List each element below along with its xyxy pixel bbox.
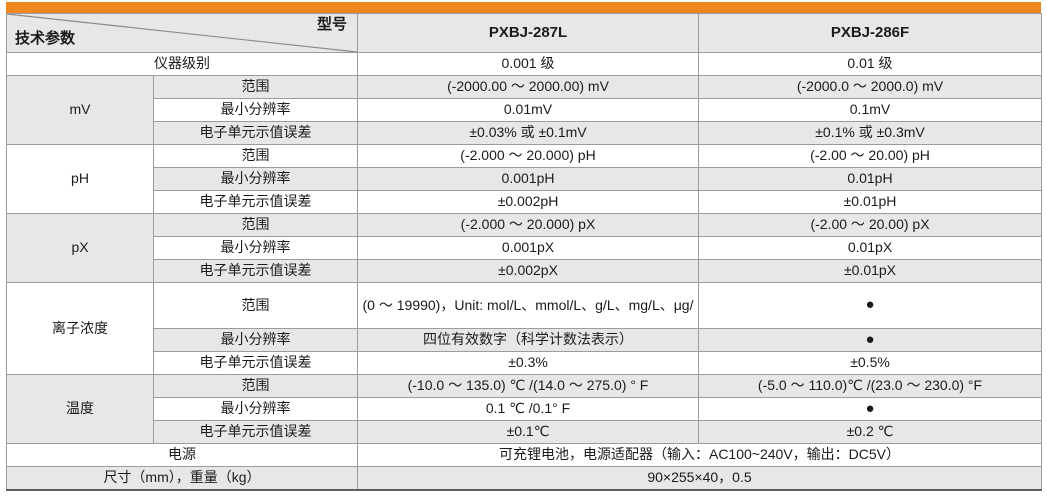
row-label: 范围 <box>153 213 358 237</box>
corner-params-label: 技术参数 <box>15 30 76 48</box>
spec-value: 0.01 级 <box>698 52 1042 76</box>
spec-value: 可充锂电池，电源适配器（输入：AC100~240V，输出：DC5V） <box>357 443 1042 467</box>
row-label: 最小分辨率 <box>153 236 358 260</box>
row-px-range: pX 范围 (-2.000 ～ 20.000) pX (-2.00 ～ 20.0… <box>6 213 1042 283</box>
row-ion-error: 电子单元示值误差 ±0.3% ±0.5% <box>7 351 1042 375</box>
row-size-weight: 尺寸（mm），重量（kg） 90×255×40，0.5 <box>6 466 1042 490</box>
row-ph-range: pH 范围 (-2.000 ～ 20.000) pH (-2.00 ～ 20.0… <box>6 144 1042 214</box>
row-power: 电源 可充锂电池，电源适配器（输入：AC100~240V，输出：DC5V） <box>6 443 1042 467</box>
spec-value: (-2.000 ～ 20.000) pX <box>357 213 699 237</box>
row-label: 电子单元示值误差 <box>153 351 358 375</box>
spec-value: (-10.0 ～ 135.0) ℃ /(14.0 ～ 275.0) ° F <box>357 374 699 398</box>
spec-value: ±0.002pH <box>357 190 699 214</box>
header-row: 型号 技术参数 PXBJ-287L PXBJ-286F <box>6 13 1042 53</box>
spec-value: ±0.2 ℃ <box>698 420 1042 444</box>
row-mv-resolution: 最小分辨率 0.01mV 0.1mV <box>7 98 1042 122</box>
spec-value: (0 ～ 19990)，Unit: mol/L、mmol/L、g/L、mg/L、… <box>357 282 699 329</box>
spec-value: (-2000.00 ～ 2000.00) mV <box>357 75 699 99</box>
spec-value: 0.001pH <box>357 167 699 191</box>
corner-model-label: 型号 <box>316 16 347 33</box>
row-ph-error: 电子单元示值误差 ±0.002pH ±0.01pH <box>7 190 1042 214</box>
row-label: 范围 <box>153 75 358 99</box>
row-temp-error: 电子单元示值误差 ±0.1℃ ±0.2 ℃ <box>7 420 1042 444</box>
row-px-error: 电子单元示值误差 ±0.002pX ±0.01pX <box>7 259 1042 283</box>
row-ion-range: 离子浓度 范围 (0 ～ 19990)，Unit: mol/L、mmol/L、g… <box>6 282 1042 375</box>
spec-sheet: 型号 技术参数 PXBJ-287L PXBJ-286F 仪器级别 0.001 级… <box>6 2 1042 491</box>
supported-dot: ● <box>698 397 1042 421</box>
spec-value: 0.001 级 <box>357 52 699 76</box>
row-label: 范围 <box>153 144 358 168</box>
row-label: 最小分辨率 <box>153 328 358 352</box>
spec-value: (-2000.0 ～ 2000.0) mV <box>698 75 1042 99</box>
spec-value: (-2.000 ～ 20.000) pH <box>357 144 699 168</box>
accent-bar <box>6 2 1041 13</box>
row-ph-resolution: 最小分辨率 0.001pH 0.01pH <box>7 167 1042 191</box>
spec-value: ±0.01pH <box>698 190 1042 214</box>
row-temp-range: 温度 范围 (-10.0 ～ 135.0) ℃ /(14.0 ～ 275.0) … <box>6 374 1042 444</box>
section-label-px: pX <box>6 213 154 283</box>
supported-dot: ● <box>698 328 1042 352</box>
spec-value: ±0.03% 或 ±0.1mV <box>357 121 699 145</box>
row-mv-range: mV 范围 (-2000.00 ～ 2000.00) mV (-2000.0 ～… <box>6 75 1042 145</box>
row-label: 最小分辨率 <box>153 98 358 122</box>
spec-value: ±0.5% <box>698 351 1042 375</box>
row-label: 电子单元示值误差 <box>153 121 358 145</box>
diagonal-divider <box>7 14 357 52</box>
spec-value: ±0.1℃ <box>357 420 699 444</box>
spec-value: 0.01mV <box>357 98 699 122</box>
spec-value: 0.01pH <box>698 167 1042 191</box>
row-label: 电子单元示值误差 <box>153 259 358 283</box>
row-label: 范围 <box>153 282 358 329</box>
spec-value: ±0.1% 或 ±0.3mV <box>698 121 1042 145</box>
section-label-ion: 离子浓度 <box>6 282 154 375</box>
spec-value: 0.1mV <box>698 98 1042 122</box>
spec-table: 型号 技术参数 PXBJ-287L PXBJ-286F 仪器级别 0.001 级… <box>6 13 1042 491</box>
spec-value: 0.001pX <box>357 236 699 260</box>
row-label: 电子单元示值误差 <box>153 420 358 444</box>
spec-value: 0.1 ℃ /0.1° F <box>357 397 699 421</box>
row-grade: 仪器级别 0.001 级 0.01 级 <box>6 52 1042 76</box>
spec-value: (-2.00 ～ 20.00) pH <box>698 144 1042 168</box>
spec-value: (-2.00 ～ 20.00) pX <box>698 213 1042 237</box>
spec-value: (-5.0 ～ 110.0)℃ /(23.0 ～ 230.0) °F <box>698 374 1042 398</box>
row-label: 最小分辨率 <box>153 397 358 421</box>
row-label: 范围 <box>153 374 358 398</box>
row-temp-resolution: 最小分辨率 0.1 ℃ /0.1° F ● <box>7 397 1042 421</box>
spec-value: 四位有效数字（科学计数法表示） <box>357 328 699 352</box>
row-label: 最小分辨率 <box>153 167 358 191</box>
spec-value: 90×255×40，0.5 <box>357 466 1042 490</box>
model-header-286f: PXBJ-286F <box>698 13 1042 53</box>
row-px-resolution: 最小分辨率 0.001pX 0.01pX <box>7 236 1042 260</box>
spec-value: ±0.3% <box>357 351 699 375</box>
section-label-temp: 温度 <box>6 374 154 444</box>
spec-value: ±0.01pX <box>698 259 1042 283</box>
section-label-ph: pH <box>6 144 154 214</box>
row-label: 电源 <box>6 443 358 467</box>
supported-dot: ● <box>698 282 1042 329</box>
row-label: 仪器级别 <box>6 52 358 76</box>
section-label-mv: mV <box>6 75 154 145</box>
row-label: 尺寸（mm），重量（kg） <box>6 466 358 490</box>
row-label: 电子单元示值误差 <box>153 190 358 214</box>
row-mv-error: 电子单元示值误差 ±0.03% 或 ±0.1mV ±0.1% 或 ±0.3mV <box>7 121 1042 145</box>
spec-value: ±0.002pX <box>357 259 699 283</box>
corner-header-cell: 型号 技术参数 <box>6 13 358 53</box>
model-header-287l: PXBJ-287L <box>357 13 699 53</box>
spec-value: 0.01pX <box>698 236 1042 260</box>
row-ion-resolution: 最小分辨率 四位有效数字（科学计数法表示） ● <box>7 328 1042 352</box>
